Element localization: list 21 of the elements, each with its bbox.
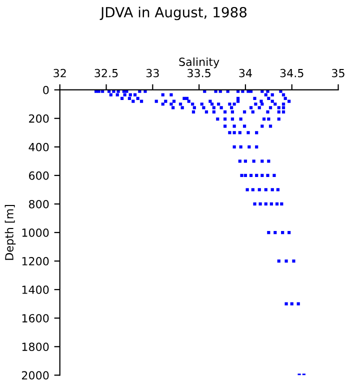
y-tick-label: 1000 <box>22 228 49 237</box>
y-axis-title: Depth [m] <box>4 205 16 260</box>
y-tick-label: 800 <box>28 200 49 208</box>
y-tick-label: 400 <box>28 142 49 152</box>
x-axis-title: Salinity <box>179 57 220 68</box>
y-tick-label: 2000 <box>22 371 49 380</box>
y-tick-label: 1400 <box>22 286 49 294</box>
x-tick-label: 35 <box>332 68 344 78</box>
x-tick-label: 32.5 <box>94 68 118 78</box>
y-tick-label: 1600 <box>22 314 49 322</box>
y-tick-label: 1200 <box>22 257 49 266</box>
x-tick-label: 33 <box>146 68 159 78</box>
y-tick-label: 600 <box>29 171 49 180</box>
y-tick-label: 1800 <box>22 342 49 352</box>
x-tick-label: 34 <box>239 68 252 78</box>
y-tick-label: 200 <box>29 114 49 123</box>
y-tick-label: 0 <box>43 86 49 94</box>
x-tick-label: 34.5 <box>280 68 304 78</box>
chart-title: JDVA in August, 1988 <box>100 6 247 20</box>
x-tick-label: 32 <box>54 68 66 78</box>
x-tick-label: 33.5 <box>188 68 210 78</box>
